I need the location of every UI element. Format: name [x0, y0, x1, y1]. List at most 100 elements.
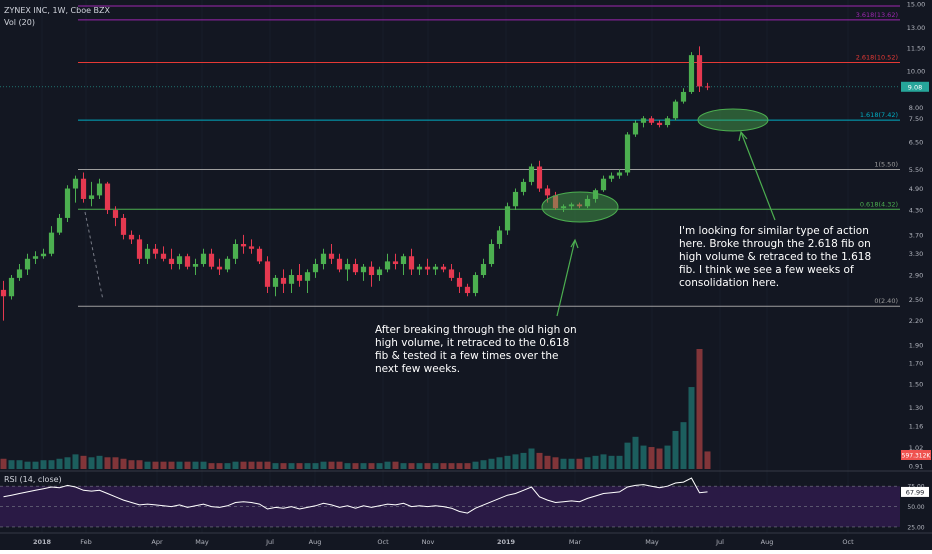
arrow-right-head: [738, 130, 748, 142]
rsi-tick-label: 50.00: [907, 504, 924, 511]
candle: [240, 234, 247, 254]
price-tick-label: 5.50: [909, 166, 923, 174]
volume-bar: [88, 457, 95, 469]
candle: [104, 181, 111, 214]
candle-body: [24, 258, 31, 270]
dashed-trend-line[interactable]: [84, 211, 104, 301]
left-annotation[interactable]: After breaking through the old high on h…: [375, 324, 577, 375]
volume-bar: [392, 461, 399, 469]
drawings[interactable]: [84, 108, 776, 317]
candle-body: [144, 248, 151, 259]
candle: [696, 46, 703, 92]
volume-bar: [120, 458, 127, 469]
candle-body: [688, 55, 695, 92]
price-axis[interactable]: 15.0013.0011.5010.009.008.007.506.505.50…: [901, 1, 931, 532]
candle: [72, 175, 79, 203]
volume-bar: [56, 458, 63, 469]
candle-body: [440, 266, 447, 270]
candle: [232, 239, 239, 265]
highlight-ellipse-1618[interactable]: [697, 108, 769, 132]
arrow-left-head: [570, 238, 579, 249]
candle: [536, 160, 543, 192]
volume-bar: [232, 461, 239, 469]
last-price-text: 9.08: [908, 83, 922, 91]
candle-body: [496, 230, 503, 245]
candle-body: [272, 277, 279, 287]
right-note-line-3: high volume & retraced to the 1.618: [679, 251, 871, 263]
candle-body: [392, 261, 399, 265]
last-volume-text: 597.312K: [902, 453, 932, 460]
time-label: Aug: [761, 538, 774, 546]
volume-bar: [648, 447, 655, 469]
right-annotation[interactable]: I'm looking for similar type of action h…: [679, 225, 871, 289]
candle: [80, 172, 87, 203]
volume-bar: [296, 463, 303, 469]
candle-body: [528, 166, 535, 182]
arrow-left-line[interactable]: [556, 239, 576, 317]
time-label: 2018: [33, 538, 52, 546]
price-tick-label: 1.50: [909, 380, 923, 388]
candle: [568, 202, 575, 211]
candle: [432, 264, 439, 276]
candle: [480, 258, 487, 278]
candle: [400, 253, 407, 276]
candle: [672, 99, 679, 121]
fib-label-1: 2.618(10.52): [856, 54, 898, 62]
rsi-indicator-label[interactable]: RSI (14, close): [4, 475, 62, 484]
candle-body: [152, 248, 159, 254]
last-price-tag: [901, 81, 929, 92]
left-note-line-2: high volume, it retraced to the 0.618: [375, 337, 569, 349]
candle-body: [216, 266, 223, 270]
candle: [176, 253, 183, 270]
fibonacci-levels[interactable]: 3.618(13.62) 2.618(10.52) 1.618(7.42) 1(5.5…: [0, 5, 900, 307]
volume-bar: [336, 461, 343, 469]
volume-bar: [504, 455, 511, 469]
volume-bar: [280, 463, 287, 469]
price-tick-label: 11.50: [907, 44, 926, 52]
candle: [688, 52, 695, 94]
price-tick-label: 2.50: [909, 296, 923, 304]
candle-body: [432, 266, 439, 270]
candle-body: [176, 256, 183, 265]
volume-bar: [464, 463, 471, 469]
candle: [224, 256, 231, 273]
candle-body: [128, 234, 135, 240]
candle: [336, 253, 343, 273]
candle: [304, 269, 311, 294]
candle-body: [48, 232, 55, 254]
arrow-right-line[interactable]: [740, 131, 776, 221]
candle-body: [560, 206, 567, 209]
candle: [216, 258, 223, 276]
volume-bar: [440, 463, 447, 469]
volume-bar: [192, 461, 199, 469]
candle-body: [400, 256, 407, 265]
candle-body: [600, 178, 607, 191]
price-tick-label: 1.30: [909, 404, 923, 412]
highlight-ellipse-0618[interactable]: [541, 191, 619, 223]
volume-bar: [568, 458, 575, 469]
candle: [40, 248, 47, 259]
candle-body: [304, 272, 311, 281]
volume-bar: [344, 463, 351, 469]
time-label: Apr: [151, 538, 163, 546]
candle: [88, 181, 95, 207]
candle: [576, 202, 583, 209]
candle: [520, 178, 527, 196]
volume-indicator-label[interactable]: Vol (20): [4, 18, 35, 27]
candle: [488, 239, 495, 267]
volume-bar: [32, 461, 39, 469]
candle: [128, 230, 135, 245]
candle: [280, 269, 287, 294]
symbol-title[interactable]: ZYNEX INC, 1W, Cboe BZX: [4, 6, 111, 15]
volume-bar: [184, 461, 191, 469]
fib-label-0: 3.618(13.62): [856, 11, 898, 19]
candle: [152, 244, 159, 259]
candle: [448, 264, 455, 281]
volume-bar: [616, 455, 623, 469]
volume-bar: [704, 451, 711, 469]
candle-body: [208, 253, 215, 267]
candle-body: [480, 264, 487, 276]
candle: [184, 253, 191, 270]
time-axis[interactable]: 2018 Feb Apr May Jul Aug Oct Nov 2019 Mar May Jul Au…: [33, 538, 854, 546]
